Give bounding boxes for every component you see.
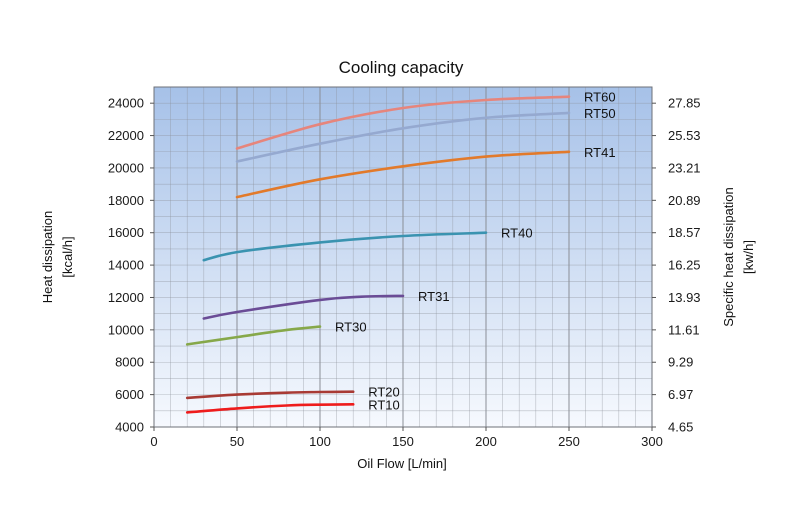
- series-line-rt20: [185, 390, 355, 400]
- y2-tick-label: 16.25: [668, 258, 701, 273]
- x-tick-label: 150: [392, 434, 414, 449]
- y-tick-label: 18000: [108, 193, 144, 208]
- series-label-rt50: RT50: [584, 106, 616, 121]
- x-tick-label: 50: [230, 434, 244, 449]
- x-axis-ticks: 0 50 100 150 200 250 300: [150, 427, 663, 449]
- series-label-rt60: RT60: [584, 90, 616, 105]
- y-axis-title-line2: [kcal/h]: [60, 236, 75, 277]
- y-tick-label: 4000: [115, 420, 144, 435]
- y-tick-label: 14000: [108, 258, 144, 273]
- y2-tick-label: 6.97: [668, 387, 693, 402]
- y2-tick-label: 23.21: [668, 160, 701, 175]
- x-tick-label: 300: [641, 434, 663, 449]
- x-tick-label: 250: [558, 434, 580, 449]
- series-label-rt20: RT20: [368, 385, 400, 400]
- y2-tick-label: 9.29: [668, 355, 693, 370]
- series-line-rt41: [235, 150, 571, 199]
- series-label-rt31: RT31: [418, 289, 450, 304]
- series-line-rt10: [185, 403, 355, 414]
- series-label-rt30: RT30: [335, 320, 367, 335]
- chart-title: Cooling capacity: [339, 58, 464, 77]
- x-tick-label: 0: [150, 434, 157, 449]
- y-axis-ticks: 4000 6000 8000 10000 12000 14000 16000 18000 200…: [108, 96, 154, 435]
- y2-tick-label: 11.61: [668, 322, 700, 337]
- y-tick-label: 6000: [115, 387, 144, 402]
- y-axis-title-line1: Heat dissipation: [40, 211, 55, 304]
- y2-tick-label: 13.93: [668, 290, 701, 305]
- series-label-rt40: RT40: [501, 226, 533, 241]
- secondary-y-axis-ticks: 4.65 6.97 9.29 11.61 13.93 16.25 18.57 20.89 23.…: [652, 96, 701, 435]
- y-tick-label: 12000: [108, 290, 144, 305]
- x-tick-label: 200: [475, 434, 497, 449]
- y2-tick-label: 18.57: [668, 225, 701, 240]
- y2-tick-label: 27.85: [668, 96, 701, 111]
- y-tick-label: 16000: [108, 225, 144, 240]
- grid-lines: [154, 86, 652, 427]
- y-tick-label: 24000: [108, 96, 144, 111]
- x-tick-label: 100: [309, 434, 331, 449]
- series-line-rt50: [235, 111, 571, 163]
- y-tick-label: 22000: [108, 128, 144, 143]
- series-line-rt30: [185, 325, 322, 346]
- series-label-rt10: RT10: [368, 397, 400, 412]
- series-line-rt31: [202, 294, 405, 320]
- series-line-rt60: [235, 95, 571, 150]
- y2-axis-title-line1: Specific heat dissipation: [721, 187, 736, 326]
- series-label-rt41: RT41: [584, 145, 616, 160]
- x-axis-title: Oil Flow [L/min]: [357, 456, 447, 471]
- y-tick-label: 20000: [108, 160, 144, 175]
- y2-tick-label: 4.65: [668, 420, 693, 435]
- y-tick-label: 8000: [115, 355, 144, 370]
- y-tick-label: 10000: [108, 322, 144, 337]
- y2-axis-title-line2: [kw/h]: [741, 240, 756, 274]
- series-line-rt40: [202, 231, 488, 262]
- y2-tick-label: 20.89: [668, 193, 701, 208]
- y2-tick-label: 25.53: [668, 128, 701, 143]
